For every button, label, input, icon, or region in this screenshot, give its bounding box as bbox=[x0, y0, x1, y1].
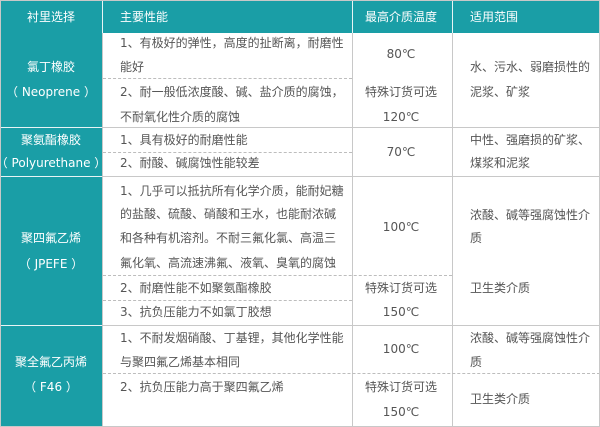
application-line: 质 bbox=[470, 231, 483, 245]
application-line: 质 bbox=[470, 355, 483, 369]
special-order-note: 特殊订货可选 bbox=[364, 281, 438, 295]
application-line: 水、污水、弱磨损性的 bbox=[470, 60, 591, 74]
property-line: 1、不耐发烟硝酸、丁基锂，其他化学性能 bbox=[120, 331, 344, 345]
lining-name: 聚氨酯橡胶 bbox=[20, 133, 82, 147]
header-application: 适用范围 bbox=[470, 10, 519, 24]
property-line: 2、耐一般低浓度酸、碱、盐介质的腐蚀， bbox=[120, 85, 344, 99]
lining-code: （ Polyurethane ） bbox=[0, 156, 107, 170]
special-order-temp: 120℃ bbox=[382, 110, 420, 124]
max-temp: 70℃ bbox=[386, 145, 416, 159]
property-line: 不耐氧化性介质的腐蚀 bbox=[120, 110, 241, 124]
property-line: 2、耐酸、碱腐蚀性能较差 bbox=[120, 156, 260, 170]
special-order-note: 特殊订货可选 bbox=[364, 380, 438, 394]
lining-code: （ Neoprene ） bbox=[6, 85, 96, 99]
property-line: 1、有极好的弹性，高度的扯断离，耐磨性 bbox=[120, 36, 344, 50]
property-line: 1、几乎可以抵抗所有化学介质，能耐妃糖 bbox=[120, 184, 344, 198]
application-line: 卫生类介质 bbox=[470, 281, 531, 295]
special-order-temp: 150℃ bbox=[382, 305, 420, 319]
application-line: 泥浆、矿浆 bbox=[470, 85, 531, 99]
application-line: 卫生类介质 bbox=[470, 392, 531, 406]
property-line: 2、抗负压能力高于聚四氟乙烯 bbox=[120, 380, 284, 394]
header-lining: 衬里选择 bbox=[26, 10, 76, 24]
application-line: 浓酸、碱等强腐蚀性介 bbox=[470, 331, 591, 345]
lining-column bbox=[0, 33, 102, 427]
property-line: 氟化氧、高流速沸氟、液氧、臭氧的腐蚀 bbox=[120, 256, 337, 270]
lining-code: （ JPEFE ） bbox=[18, 257, 84, 271]
max-temp: 100℃ bbox=[382, 220, 420, 234]
property-line: 与聚四氟乙烯基本相同 bbox=[120, 355, 241, 369]
lining-name: 聚全氟乙丙烯 bbox=[14, 355, 88, 369]
special-order-temp: 150℃ bbox=[382, 405, 420, 419]
property-line: 和各种有机溶剂。不耐三氟化氯、高温三 bbox=[120, 231, 337, 245]
max-temp: 80℃ bbox=[386, 47, 416, 61]
special-order-note: 特殊订货可选 bbox=[364, 85, 438, 99]
property-line: 3、抗负压能力不如氯丁胶想 bbox=[120, 305, 272, 319]
header-properties: 主要性能 bbox=[120, 10, 169, 24]
application-line: 中性、强磨损的矿浆、 bbox=[470, 133, 591, 147]
header-max-temp: 最高介质温度 bbox=[364, 10, 438, 24]
lining-name: 聚四氟乙烯 bbox=[20, 231, 82, 245]
lining-name: 氯丁橡胶 bbox=[26, 60, 76, 74]
table-header bbox=[0, 0, 600, 33]
property-line: 1、具有极好的耐磨性能 bbox=[120, 133, 248, 147]
property-line: 的盐酸、硫酸、硝酸和王水，也能耐浓碱 bbox=[120, 207, 337, 221]
max-temp: 100℃ bbox=[382, 342, 420, 356]
lining-code: （ F46 ） bbox=[24, 380, 78, 394]
property-line: 2、耐磨性能不如聚氨酯橡胶 bbox=[120, 281, 272, 295]
application-line: 浓酸、碱等强腐蚀性介 bbox=[470, 208, 591, 222]
application-line: 煤浆和泥浆 bbox=[470, 156, 531, 170]
property-line: 能好 bbox=[120, 60, 145, 74]
